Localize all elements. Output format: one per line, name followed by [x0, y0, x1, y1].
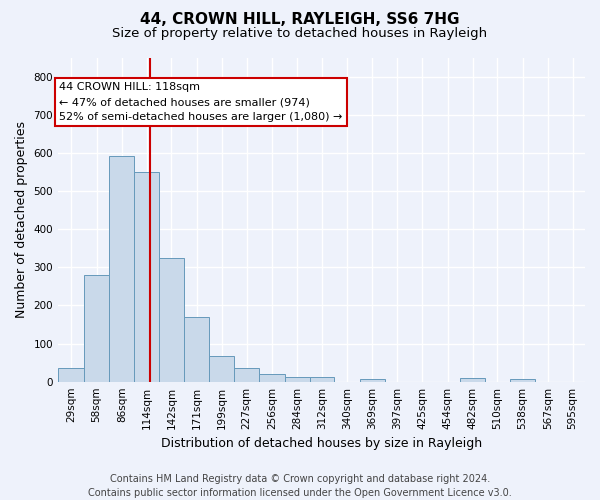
Bar [259, 374, 285, 382]
Bar [58, 368, 84, 382]
Bar [285, 377, 310, 382]
Bar [360, 379, 385, 382]
Bar [234, 368, 259, 382]
Bar [184, 317, 209, 382]
Bar [84, 275, 109, 382]
Y-axis label: Number of detached properties: Number of detached properties [15, 121, 28, 318]
Bar [134, 172, 159, 382]
Bar [209, 356, 234, 382]
X-axis label: Distribution of detached houses by size in Rayleigh: Distribution of detached houses by size … [161, 437, 482, 450]
Text: 44 CROWN HILL: 118sqm
← 47% of detached houses are smaller (974)
52% of semi-det: 44 CROWN HILL: 118sqm ← 47% of detached … [59, 82, 343, 122]
Text: Contains HM Land Registry data © Crown copyright and database right 2024.
Contai: Contains HM Land Registry data © Crown c… [88, 474, 512, 498]
Bar [460, 378, 485, 382]
Bar [109, 156, 134, 382]
Text: Size of property relative to detached houses in Rayleigh: Size of property relative to detached ho… [112, 28, 488, 40]
Text: 44, CROWN HILL, RAYLEIGH, SS6 7HG: 44, CROWN HILL, RAYLEIGH, SS6 7HG [140, 12, 460, 28]
Bar [510, 379, 535, 382]
Bar [310, 378, 334, 382]
Bar [159, 258, 184, 382]
